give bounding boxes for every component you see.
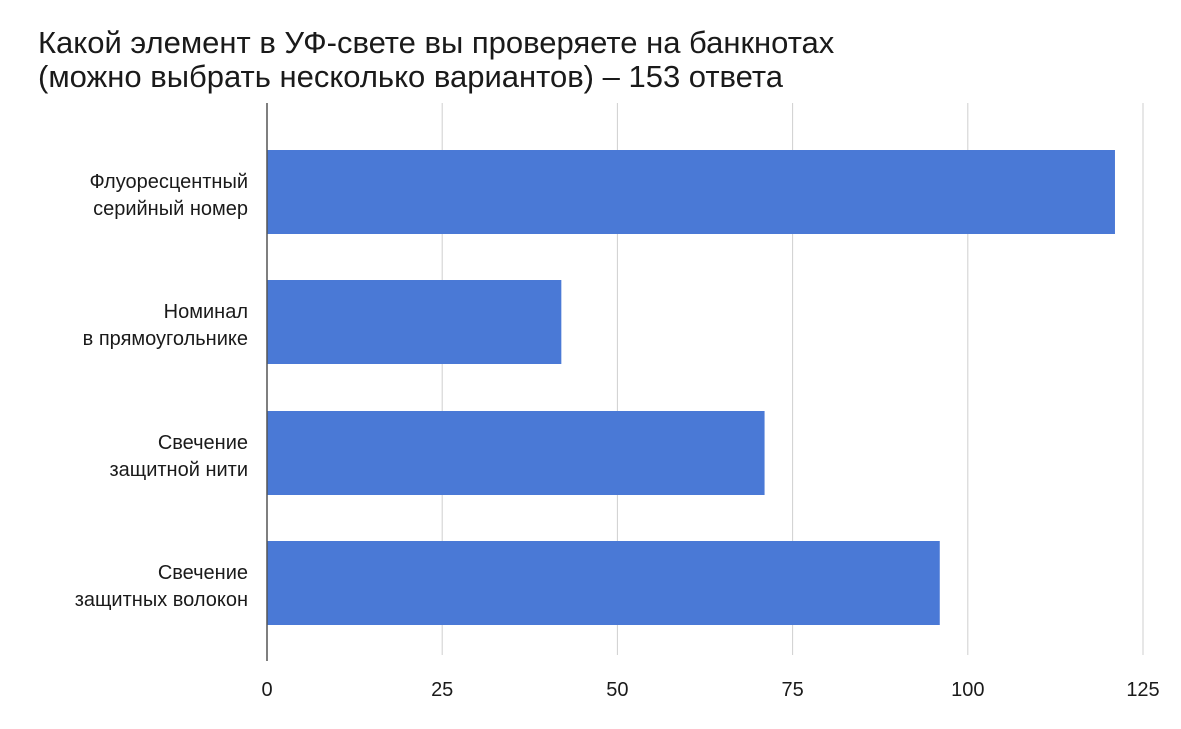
chart-title-line-1: Какой элемент в УФ-свете вы проверяете н… (38, 25, 835, 60)
category-label-2-line-2: в прямоугольнике (83, 328, 248, 350)
category-label-3-line-1: Свечение (158, 432, 248, 454)
category-label-3-line-2: защитной нити (109, 459, 248, 481)
x-tick-label-125: 125 (1126, 679, 1159, 701)
bar-2 (267, 280, 562, 364)
x-tick-label-0: 0 (261, 679, 272, 701)
category-label-4-line-2: защитных волокон (75, 589, 248, 611)
x-tick-label-75: 75 (781, 679, 803, 701)
x-tick-label-25: 25 (431, 679, 453, 701)
x-tick-label-100: 100 (951, 679, 984, 701)
category-label-1-line-1: Флуоресцентный (90, 171, 249, 193)
chart-title-line-2: (можно выбрать несколько вариантов) – 15… (38, 59, 783, 94)
category-label-1-line-2: серийный номер (93, 198, 248, 220)
x-tick-label-50: 50 (606, 679, 628, 701)
bar-1 (267, 150, 1115, 234)
bar-4 (267, 541, 940, 625)
category-label-2-line-1: Номинал (164, 301, 248, 323)
category-label-4-line-1: Свечение (158, 562, 248, 584)
chart-title: Какой элемент в УФ-свете вы проверяете н… (38, 26, 1158, 94)
bar-3 (267, 411, 765, 495)
